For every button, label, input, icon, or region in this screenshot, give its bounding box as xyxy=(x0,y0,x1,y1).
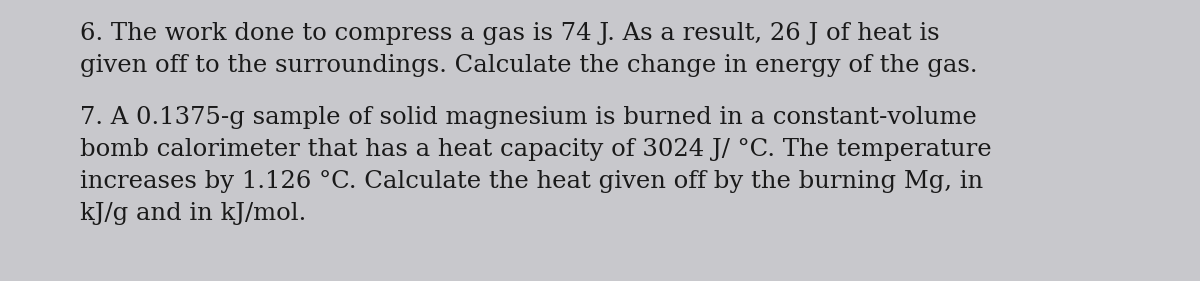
Text: 6. The work done to compress a gas is 74 J. As a result, 26 J of heat is: 6. The work done to compress a gas is 74… xyxy=(80,22,940,45)
Text: given off to the surroundings. Calculate the change in energy of the gas.: given off to the surroundings. Calculate… xyxy=(80,54,978,77)
Text: bomb calorimeter that has a heat capacity of 3024 J/ °C. The temperature: bomb calorimeter that has a heat capacit… xyxy=(80,138,991,161)
Text: increases by 1.126 °C. Calculate the heat given off by the burning Mg, in: increases by 1.126 °C. Calculate the hea… xyxy=(80,170,983,193)
Text: 7. A 0.1375-g sample of solid magnesium is burned in a constant-volume: 7. A 0.1375-g sample of solid magnesium … xyxy=(80,106,977,129)
Text: kJ/g and in kJ/mol.: kJ/g and in kJ/mol. xyxy=(80,202,306,225)
